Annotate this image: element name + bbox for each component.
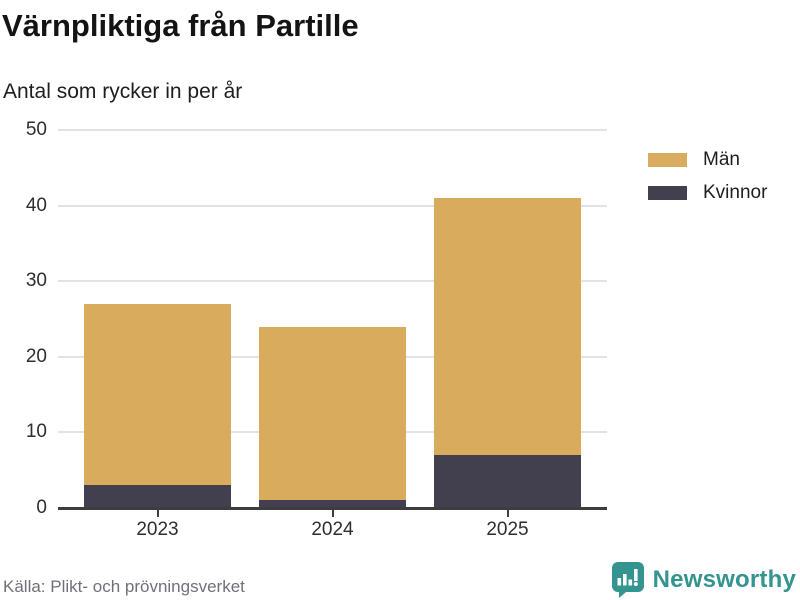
bar-segment-Män-2023 [84,303,231,486]
bar-segment-Kvinnor-2025 [434,455,581,508]
plot-area [58,129,607,508]
legend-item-män: Män [648,150,767,170]
brand-name: Newsworthy [652,565,796,593]
legend-swatch-kvinnor [648,186,687,200]
bar-2025 [434,198,581,508]
legend-label: Kvinnor [703,182,768,203]
brand-logo: Newsworthy [610,561,796,598]
x-axis-line [58,507,607,510]
source-caption: Källa: Plikt- och prövningsverket [3,577,245,596]
y-tick-label-40: 40 [25,194,47,216]
y-tick-label-20: 20 [25,345,47,367]
bar-2024 [259,326,406,508]
legend-label: Män [703,149,740,170]
page-title: Värnpliktiga från Partille [2,8,359,43]
legend: Män Kvinnor [648,150,767,216]
gridline-y-50 [58,129,607,131]
bar-segment-Kvinnor-2024 [259,500,406,508]
bar-chart-speech-bubble-icon [610,561,645,598]
page-subtitle: Antal som rycker in per år [3,80,243,103]
bar-2023 [84,303,231,508]
x-tick-label-2024: 2024 [311,519,354,540]
legend-item-kvinnor: Kvinnor [648,183,767,203]
legend-swatch-män [648,153,687,167]
y-tick-label-0: 0 [36,497,47,518]
bar-segment-Män-2024 [259,326,406,501]
gridline-y-30 [58,280,607,283]
x-tick-label-2023: 2023 [136,519,179,540]
x-tick-2025 [506,510,509,517]
y-tick-label-10: 10 [25,421,47,443]
x-tick-label-2025: 2025 [486,519,529,540]
x-tick-2024 [331,510,334,517]
gridline-y-40 [58,204,607,207]
x-tick-2023 [156,510,159,517]
y-tick-label-50: 50 [25,119,47,140]
bar-segment-Män-2025 [434,198,581,456]
y-tick-label-30: 30 [25,270,47,292]
bar-segment-Kvinnor-2023 [84,485,231,508]
